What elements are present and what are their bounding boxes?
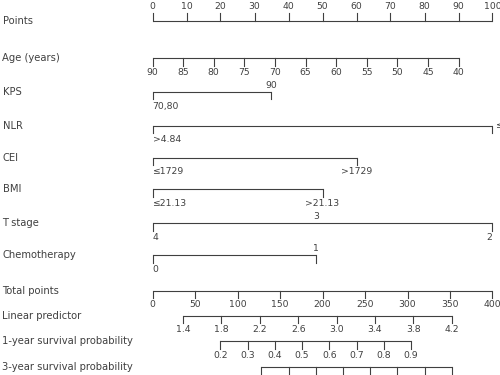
Text: 3.8: 3.8 xyxy=(406,326,420,334)
Text: 0.7: 0.7 xyxy=(349,351,364,360)
Text: 0.3: 0.3 xyxy=(240,351,255,360)
Text: 50: 50 xyxy=(392,68,403,77)
Text: 2: 2 xyxy=(486,233,492,242)
Text: 90: 90 xyxy=(452,2,464,11)
Text: Chemotherapy: Chemotherapy xyxy=(2,250,76,260)
Text: 3-year survival probability: 3-year survival probability xyxy=(2,362,133,372)
Text: ≤1729: ≤1729 xyxy=(152,167,184,176)
Text: 0: 0 xyxy=(150,2,156,11)
Text: 60: 60 xyxy=(330,68,342,77)
Text: 3.4: 3.4 xyxy=(368,326,382,334)
Text: 40: 40 xyxy=(282,2,294,11)
Text: 70: 70 xyxy=(269,68,281,77)
Text: 3.0: 3.0 xyxy=(330,326,344,334)
Text: >21.13: >21.13 xyxy=(306,199,340,208)
Text: 80: 80 xyxy=(418,2,430,11)
Text: Linear predictor: Linear predictor xyxy=(2,311,82,321)
Text: 400: 400 xyxy=(484,300,500,309)
Text: 250: 250 xyxy=(356,300,374,309)
Text: 3: 3 xyxy=(313,212,318,221)
Text: 70,80: 70,80 xyxy=(152,102,179,111)
Text: 1.8: 1.8 xyxy=(214,326,229,334)
Text: 2.2: 2.2 xyxy=(252,326,267,334)
Text: 80: 80 xyxy=(208,68,220,77)
Text: 100: 100 xyxy=(484,2,500,11)
Text: 60: 60 xyxy=(350,2,362,11)
Text: ≤4.84: ≤4.84 xyxy=(495,121,500,130)
Text: CEI: CEI xyxy=(2,153,18,162)
Text: 4.2: 4.2 xyxy=(444,326,459,334)
Text: >1729: >1729 xyxy=(341,167,372,176)
Text: KPS: KPS xyxy=(2,87,21,97)
Text: 90: 90 xyxy=(266,81,278,90)
Text: 40: 40 xyxy=(452,68,464,77)
Text: T stage: T stage xyxy=(2,218,40,228)
Text: 70: 70 xyxy=(384,2,396,11)
Text: 55: 55 xyxy=(361,68,372,77)
Text: 1.4: 1.4 xyxy=(176,326,190,334)
Text: 30: 30 xyxy=(248,2,260,11)
Text: 90: 90 xyxy=(146,68,158,77)
Text: 45: 45 xyxy=(422,68,434,77)
Text: 0.4: 0.4 xyxy=(268,351,282,360)
Text: 0: 0 xyxy=(152,265,158,274)
Text: 0.5: 0.5 xyxy=(295,351,310,360)
Text: 4: 4 xyxy=(152,233,158,242)
Text: 50: 50 xyxy=(189,300,201,309)
Text: 2.6: 2.6 xyxy=(291,326,306,334)
Text: >4.84: >4.84 xyxy=(152,135,181,144)
Text: 1-year survival probability: 1-year survival probability xyxy=(2,336,134,346)
Text: NLR: NLR xyxy=(2,121,22,130)
Text: Points: Points xyxy=(2,16,32,26)
Text: 350: 350 xyxy=(441,300,458,309)
Text: 200: 200 xyxy=(314,300,332,309)
Text: Total points: Total points xyxy=(2,286,59,296)
Text: 1: 1 xyxy=(313,244,318,253)
Text: BMI: BMI xyxy=(2,184,21,194)
Text: ≤21.13: ≤21.13 xyxy=(152,199,186,208)
Text: Age (years): Age (years) xyxy=(2,53,60,63)
Text: 100: 100 xyxy=(228,300,246,309)
Text: 300: 300 xyxy=(398,300,416,309)
Text: 20: 20 xyxy=(214,2,226,11)
Text: 0.8: 0.8 xyxy=(376,351,391,360)
Text: 10: 10 xyxy=(180,2,192,11)
Text: 0.6: 0.6 xyxy=(322,351,336,360)
Text: 0.2: 0.2 xyxy=(213,351,228,360)
Text: 65: 65 xyxy=(300,68,312,77)
Text: 150: 150 xyxy=(271,300,289,309)
Text: 85: 85 xyxy=(178,68,189,77)
Text: 75: 75 xyxy=(238,68,250,77)
Text: 0.9: 0.9 xyxy=(404,351,418,360)
Text: 0: 0 xyxy=(150,300,156,309)
Text: 50: 50 xyxy=(316,2,328,11)
